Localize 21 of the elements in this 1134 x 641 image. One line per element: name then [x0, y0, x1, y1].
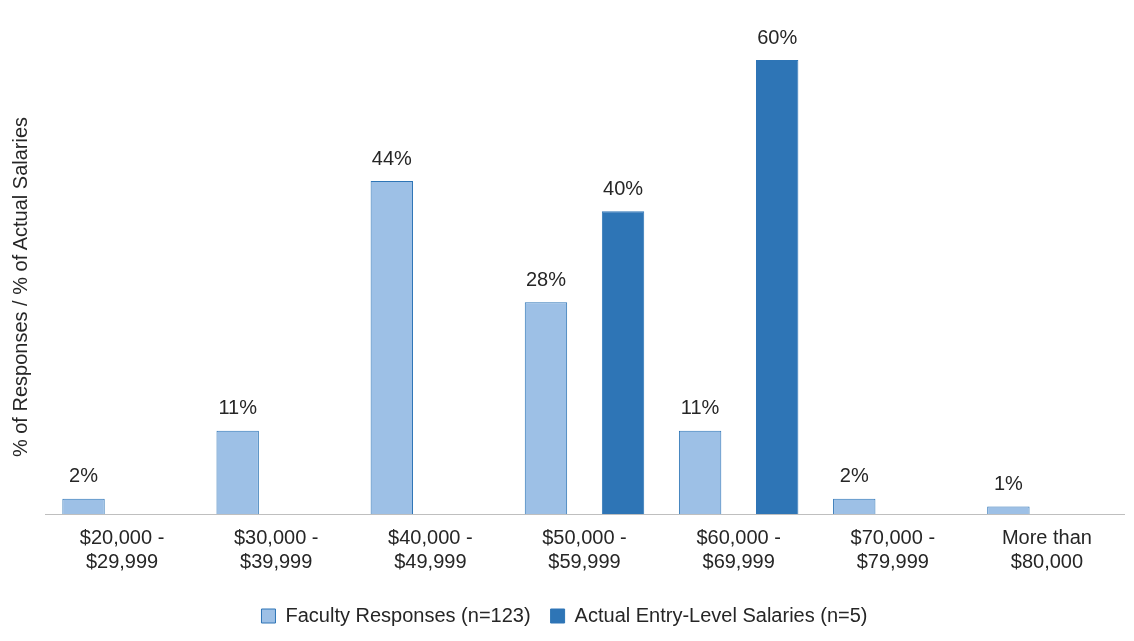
data-label: 11%: [218, 396, 258, 419]
x-tick-label: $60,000 - $69,999: [696, 525, 781, 572]
bar: [755, 60, 799, 514]
x-tick-label: $20,000 - $29,999: [79, 525, 165, 572]
data-label: 28%: [525, 267, 567, 290]
x-tick-label: $30,000 - $39,999: [233, 525, 319, 572]
data-label: 11%: [680, 396, 720, 419]
data-label: 1%: [993, 471, 1024, 494]
x-tick-label: More than $80,000: [1001, 525, 1092, 572]
x-tick-label: $50,000 - $59,999: [542, 525, 627, 572]
legend-label: Faculty Responses (n=123): [285, 603, 531, 626]
x-tick-label: $40,000 - $49,999: [388, 525, 473, 572]
x-tick-label: $70,000 - $79,999: [850, 525, 936, 572]
bar: [601, 211, 645, 514]
legend-label: Actual Entry-Level Salaries (n=5): [574, 603, 868, 626]
data-label: 40%: [603, 176, 644, 199]
data-label: 2%: [839, 464, 869, 487]
data-label: 2%: [69, 464, 99, 487]
y-axis-title: % of Responses / % of Actual Salaries: [8, 116, 31, 458]
data-label: 60%: [757, 25, 798, 48]
data-label: 44%: [371, 146, 413, 169]
